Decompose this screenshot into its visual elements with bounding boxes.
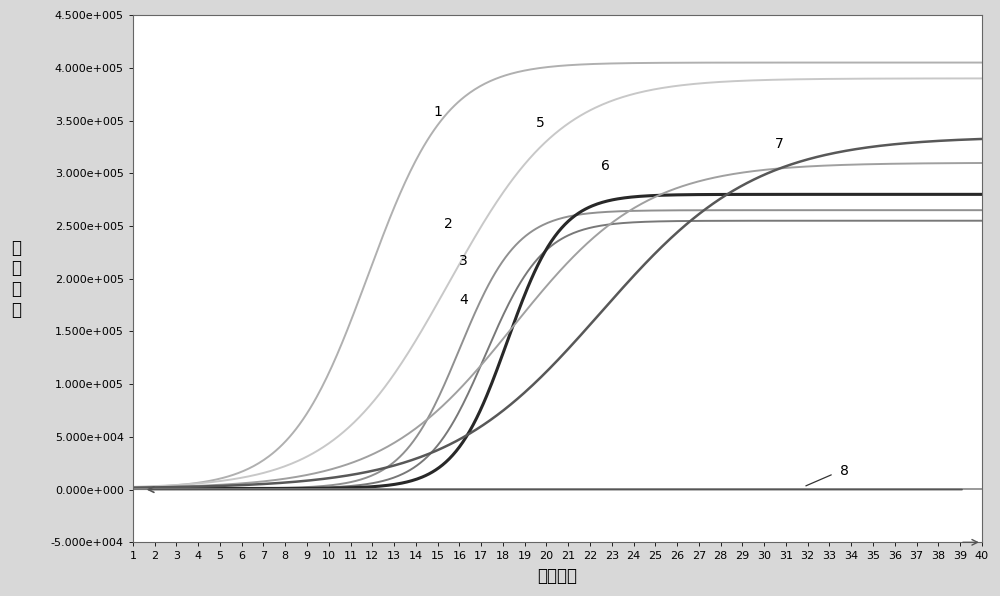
Text: 3: 3 [459,254,468,268]
Text: 4: 4 [459,293,468,307]
Text: 2: 2 [444,217,453,231]
Text: 7: 7 [775,136,784,151]
Text: 8: 8 [840,464,849,477]
X-axis label: 循环次数: 循环次数 [537,567,577,585]
Text: 1: 1 [433,105,442,119]
Y-axis label: 荧
光
强
度: 荧 光 强 度 [11,238,21,319]
Text: 6: 6 [601,159,610,173]
Text: 5: 5 [536,116,544,130]
